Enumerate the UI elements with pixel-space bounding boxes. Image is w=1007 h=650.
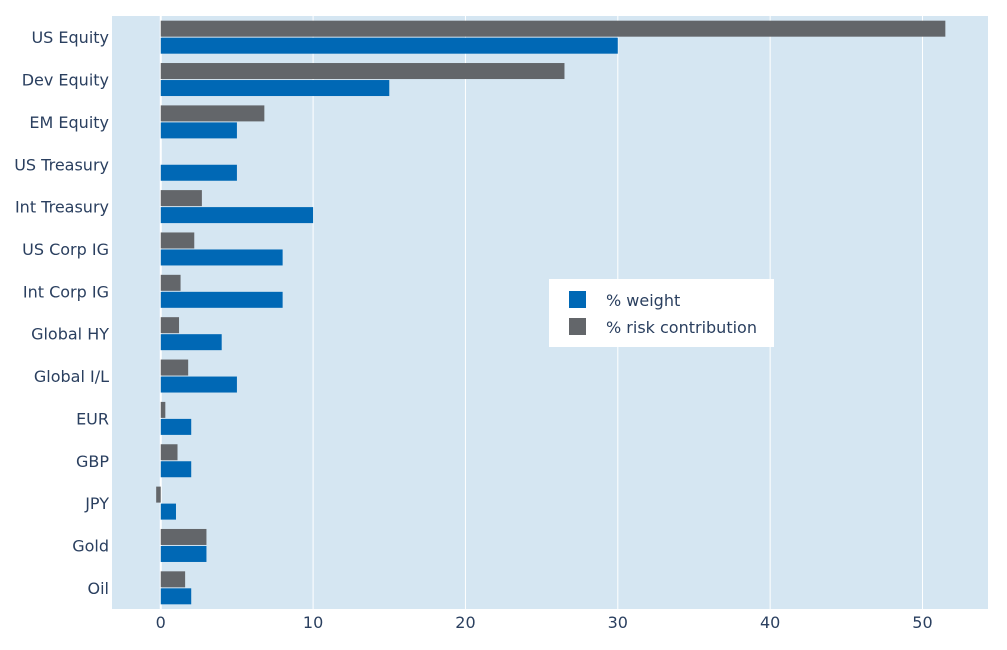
x-tick-label: 30: [608, 613, 628, 632]
bar-weight: [160, 418, 192, 435]
bar-weight: [160, 588, 192, 605]
x-axis: 0 10 20 30 40 50: [156, 613, 933, 632]
bar-risk-contribution: [160, 359, 189, 376]
y-axis: US Equity Dev Equity EM Equity US Treasury I…: [14, 28, 109, 598]
legend-swatch-weight: [569, 291, 586, 308]
y-tick-label: Oil: [88, 579, 109, 598]
legend-label-risk-contribution: % risk contribution: [606, 318, 757, 337]
y-tick-label: US Corp IG: [22, 240, 109, 259]
bar-weight: [160, 80, 390, 97]
bar-risk-contribution: [160, 274, 181, 291]
legend-label-weight: % weight: [606, 291, 680, 310]
x-tick-label: 50: [912, 613, 932, 632]
y-tick-label: Dev Equity: [22, 71, 109, 90]
bar-risk-contribution: [160, 317, 180, 334]
bars: [156, 20, 946, 605]
bar-weight: [160, 37, 618, 54]
bar-risk-contribution: [156, 486, 161, 503]
y-tick-label: Int Corp IG: [23, 282, 109, 301]
bar-weight: [160, 461, 192, 478]
bar-risk-contribution: [160, 190, 202, 207]
x-tick-label: 20: [455, 613, 475, 632]
bar-risk-contribution: [160, 105, 265, 122]
bar-risk-contribution: [160, 444, 178, 461]
bar-weight: [160, 207, 314, 224]
legend[interactable]: % weight % risk contribution: [549, 279, 774, 347]
bar-weight: [160, 376, 237, 393]
bar-risk-contribution: [160, 528, 207, 545]
bar-weight: [160, 291, 283, 308]
bar-weight: [160, 122, 237, 139]
bar-weight: [160, 545, 207, 562]
legend-swatch-risk-contribution: [569, 318, 586, 335]
bar-risk-contribution: [160, 401, 166, 418]
bar-weight: [160, 334, 222, 351]
bar-risk-contribution: [160, 571, 186, 588]
y-tick-label: Global I/L: [34, 367, 109, 386]
bar-weight: [160, 503, 176, 520]
y-tick-label: Gold: [72, 536, 109, 555]
bar-weight: [160, 249, 283, 266]
x-tick-label: 10: [303, 613, 323, 632]
y-tick-label: US Treasury: [14, 155, 109, 174]
bar-risk-contribution: [160, 20, 946, 37]
bar-weight: [160, 164, 237, 181]
x-tick-label: 0: [156, 613, 166, 632]
bar-risk-contribution: [160, 63, 565, 80]
bar-risk-contribution: [160, 232, 195, 249]
y-tick-label: GBP: [76, 452, 109, 471]
y-tick-label: EUR: [76, 409, 109, 428]
legend-box: [549, 279, 774, 347]
x-tick-label: 40: [760, 613, 780, 632]
y-tick-label: JPY: [84, 494, 109, 513]
y-tick-label: EM Equity: [29, 113, 109, 132]
y-tick-label: Int Treasury: [15, 198, 109, 217]
y-tick-label: Global HY: [31, 325, 109, 344]
y-tick-label: US Equity: [31, 28, 109, 47]
